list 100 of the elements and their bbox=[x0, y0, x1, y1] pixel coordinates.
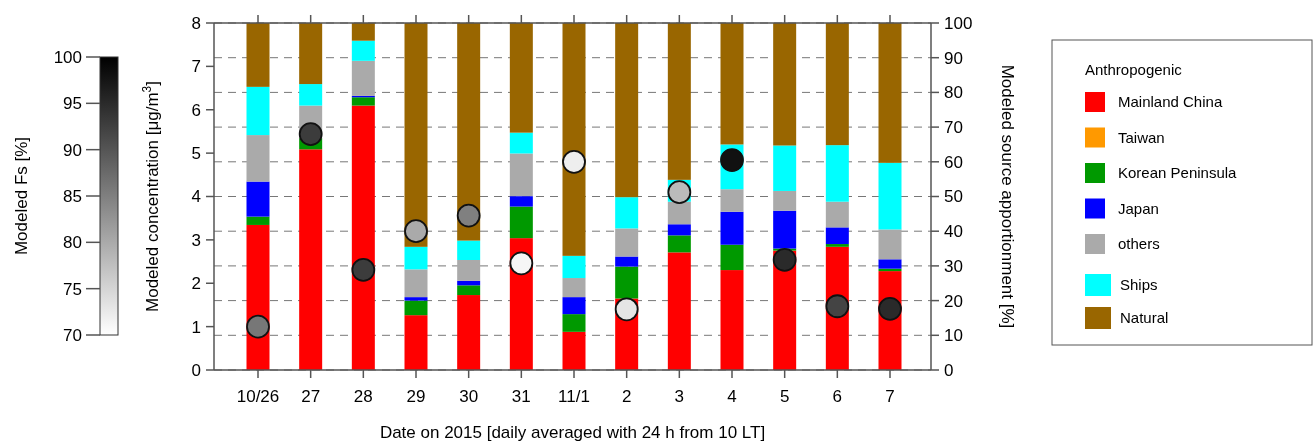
point bbox=[404, 219, 428, 244]
y2-tick-label: 60 bbox=[944, 152, 963, 172]
bar bbox=[246, 181, 270, 217]
point bbox=[562, 149, 586, 174]
point bbox=[351, 257, 376, 282]
bar bbox=[878, 162, 902, 230]
x-tick-label: 31 bbox=[511, 387, 531, 406]
bar bbox=[667, 235, 691, 253]
y2-tick-label: 0 bbox=[944, 360, 954, 380]
x-tick-label: 29 bbox=[406, 387, 426, 406]
legend-label: Taiwan bbox=[1118, 128, 1165, 146]
legend-label: Ships bbox=[1120, 276, 1158, 294]
bar bbox=[457, 23, 481, 241]
bar bbox=[825, 145, 849, 202]
legend-label: Korean Peninsula bbox=[1118, 164, 1238, 182]
y2-tick-label: 30 bbox=[944, 256, 963, 276]
y-tick-label: 7 bbox=[191, 57, 201, 77]
bar bbox=[509, 153, 533, 197]
legend-label: others bbox=[1118, 235, 1160, 253]
y-tick-label: 1 bbox=[191, 317, 201, 337]
bar bbox=[457, 260, 481, 281]
bar bbox=[667, 23, 691, 180]
legend-label: Japan bbox=[1118, 199, 1159, 217]
bar bbox=[562, 278, 586, 298]
bar bbox=[351, 40, 375, 61]
y-tick-label: 8 bbox=[191, 13, 201, 33]
bar bbox=[457, 240, 481, 260]
point bbox=[772, 247, 797, 272]
y2-tick-label: 50 bbox=[944, 187, 963, 207]
y-tick-label: 5 bbox=[191, 144, 201, 164]
y2-tick-label: 70 bbox=[944, 118, 963, 138]
bar bbox=[404, 246, 428, 270]
bar bbox=[667, 252, 691, 370]
bar bbox=[562, 23, 586, 256]
bar bbox=[457, 295, 481, 370]
color-bar-label: 85 bbox=[63, 186, 82, 206]
bar bbox=[667, 201, 691, 225]
x-tick-label: 2 bbox=[621, 387, 632, 406]
y-tick-label: 6 bbox=[191, 100, 201, 120]
y-tick-label: 3 bbox=[191, 230, 201, 250]
bar bbox=[509, 23, 533, 133]
bar bbox=[299, 149, 323, 370]
y2-tick-label: 20 bbox=[944, 291, 963, 311]
bar bbox=[773, 23, 797, 146]
x-tick-label: 11/1 bbox=[558, 387, 590, 406]
point bbox=[720, 148, 744, 172]
bar bbox=[720, 23, 744, 145]
point bbox=[456, 203, 481, 228]
color-bar-label: 80 bbox=[63, 233, 82, 253]
legend-title: Anthropogenic bbox=[1085, 61, 1183, 78]
y-tick-label: 0 bbox=[191, 360, 201, 380]
point bbox=[246, 314, 270, 339]
bar bbox=[825, 227, 849, 245]
bar bbox=[404, 300, 428, 316]
y2-tick-label: 100 bbox=[944, 13, 973, 33]
color-bar-label: 90 bbox=[63, 140, 82, 160]
bar bbox=[615, 228, 639, 257]
point bbox=[825, 294, 850, 319]
color-bar-label: 75 bbox=[63, 279, 82, 299]
point bbox=[509, 251, 534, 276]
x-axis-title: Date on 2015 [daily averaged with 24 h from 10 LT] bbox=[379, 423, 766, 442]
bar bbox=[720, 244, 744, 271]
point bbox=[878, 296, 902, 321]
color-bar-label: 95 bbox=[63, 94, 82, 114]
bar bbox=[562, 331, 586, 370]
bar bbox=[667, 224, 691, 236]
bar bbox=[457, 285, 481, 296]
bar bbox=[615, 23, 639, 198]
bar bbox=[246, 23, 270, 87]
point bbox=[298, 122, 323, 146]
x-tick-label: 27 bbox=[301, 387, 321, 406]
bar bbox=[615, 197, 639, 229]
x-tick-label: 3 bbox=[674, 387, 685, 406]
legend-label: Mainland China bbox=[1118, 93, 1223, 111]
color-bar-label: 100 bbox=[53, 47, 82, 67]
bar bbox=[351, 105, 375, 370]
bar bbox=[562, 297, 586, 315]
color-bar-title: Modeled Fs [%] bbox=[12, 136, 31, 256]
y2-axis-title: Modeled source apportionment [%] bbox=[998, 64, 1017, 329]
bar bbox=[825, 23, 849, 146]
bar bbox=[509, 206, 533, 239]
point bbox=[614, 297, 639, 322]
x-tick-label: 30 bbox=[459, 387, 479, 406]
bar bbox=[246, 135, 270, 182]
y2-tick-label: 10 bbox=[944, 326, 963, 346]
y2-tick-label: 40 bbox=[944, 222, 963, 242]
bar bbox=[246, 216, 270, 225]
color-bar-label: 70 bbox=[63, 325, 82, 345]
bar bbox=[299, 23, 323, 85]
x-tick-label: 10/26 bbox=[236, 387, 280, 406]
bar bbox=[562, 255, 586, 279]
bar bbox=[246, 86, 270, 136]
x-tick-label: 5 bbox=[779, 387, 790, 406]
bar bbox=[878, 23, 902, 163]
bar bbox=[351, 97, 375, 106]
bar bbox=[615, 266, 639, 299]
bar bbox=[404, 297, 428, 301]
x-tick-label: 4 bbox=[727, 387, 737, 406]
bar bbox=[878, 259, 902, 269]
bar bbox=[773, 210, 797, 249]
